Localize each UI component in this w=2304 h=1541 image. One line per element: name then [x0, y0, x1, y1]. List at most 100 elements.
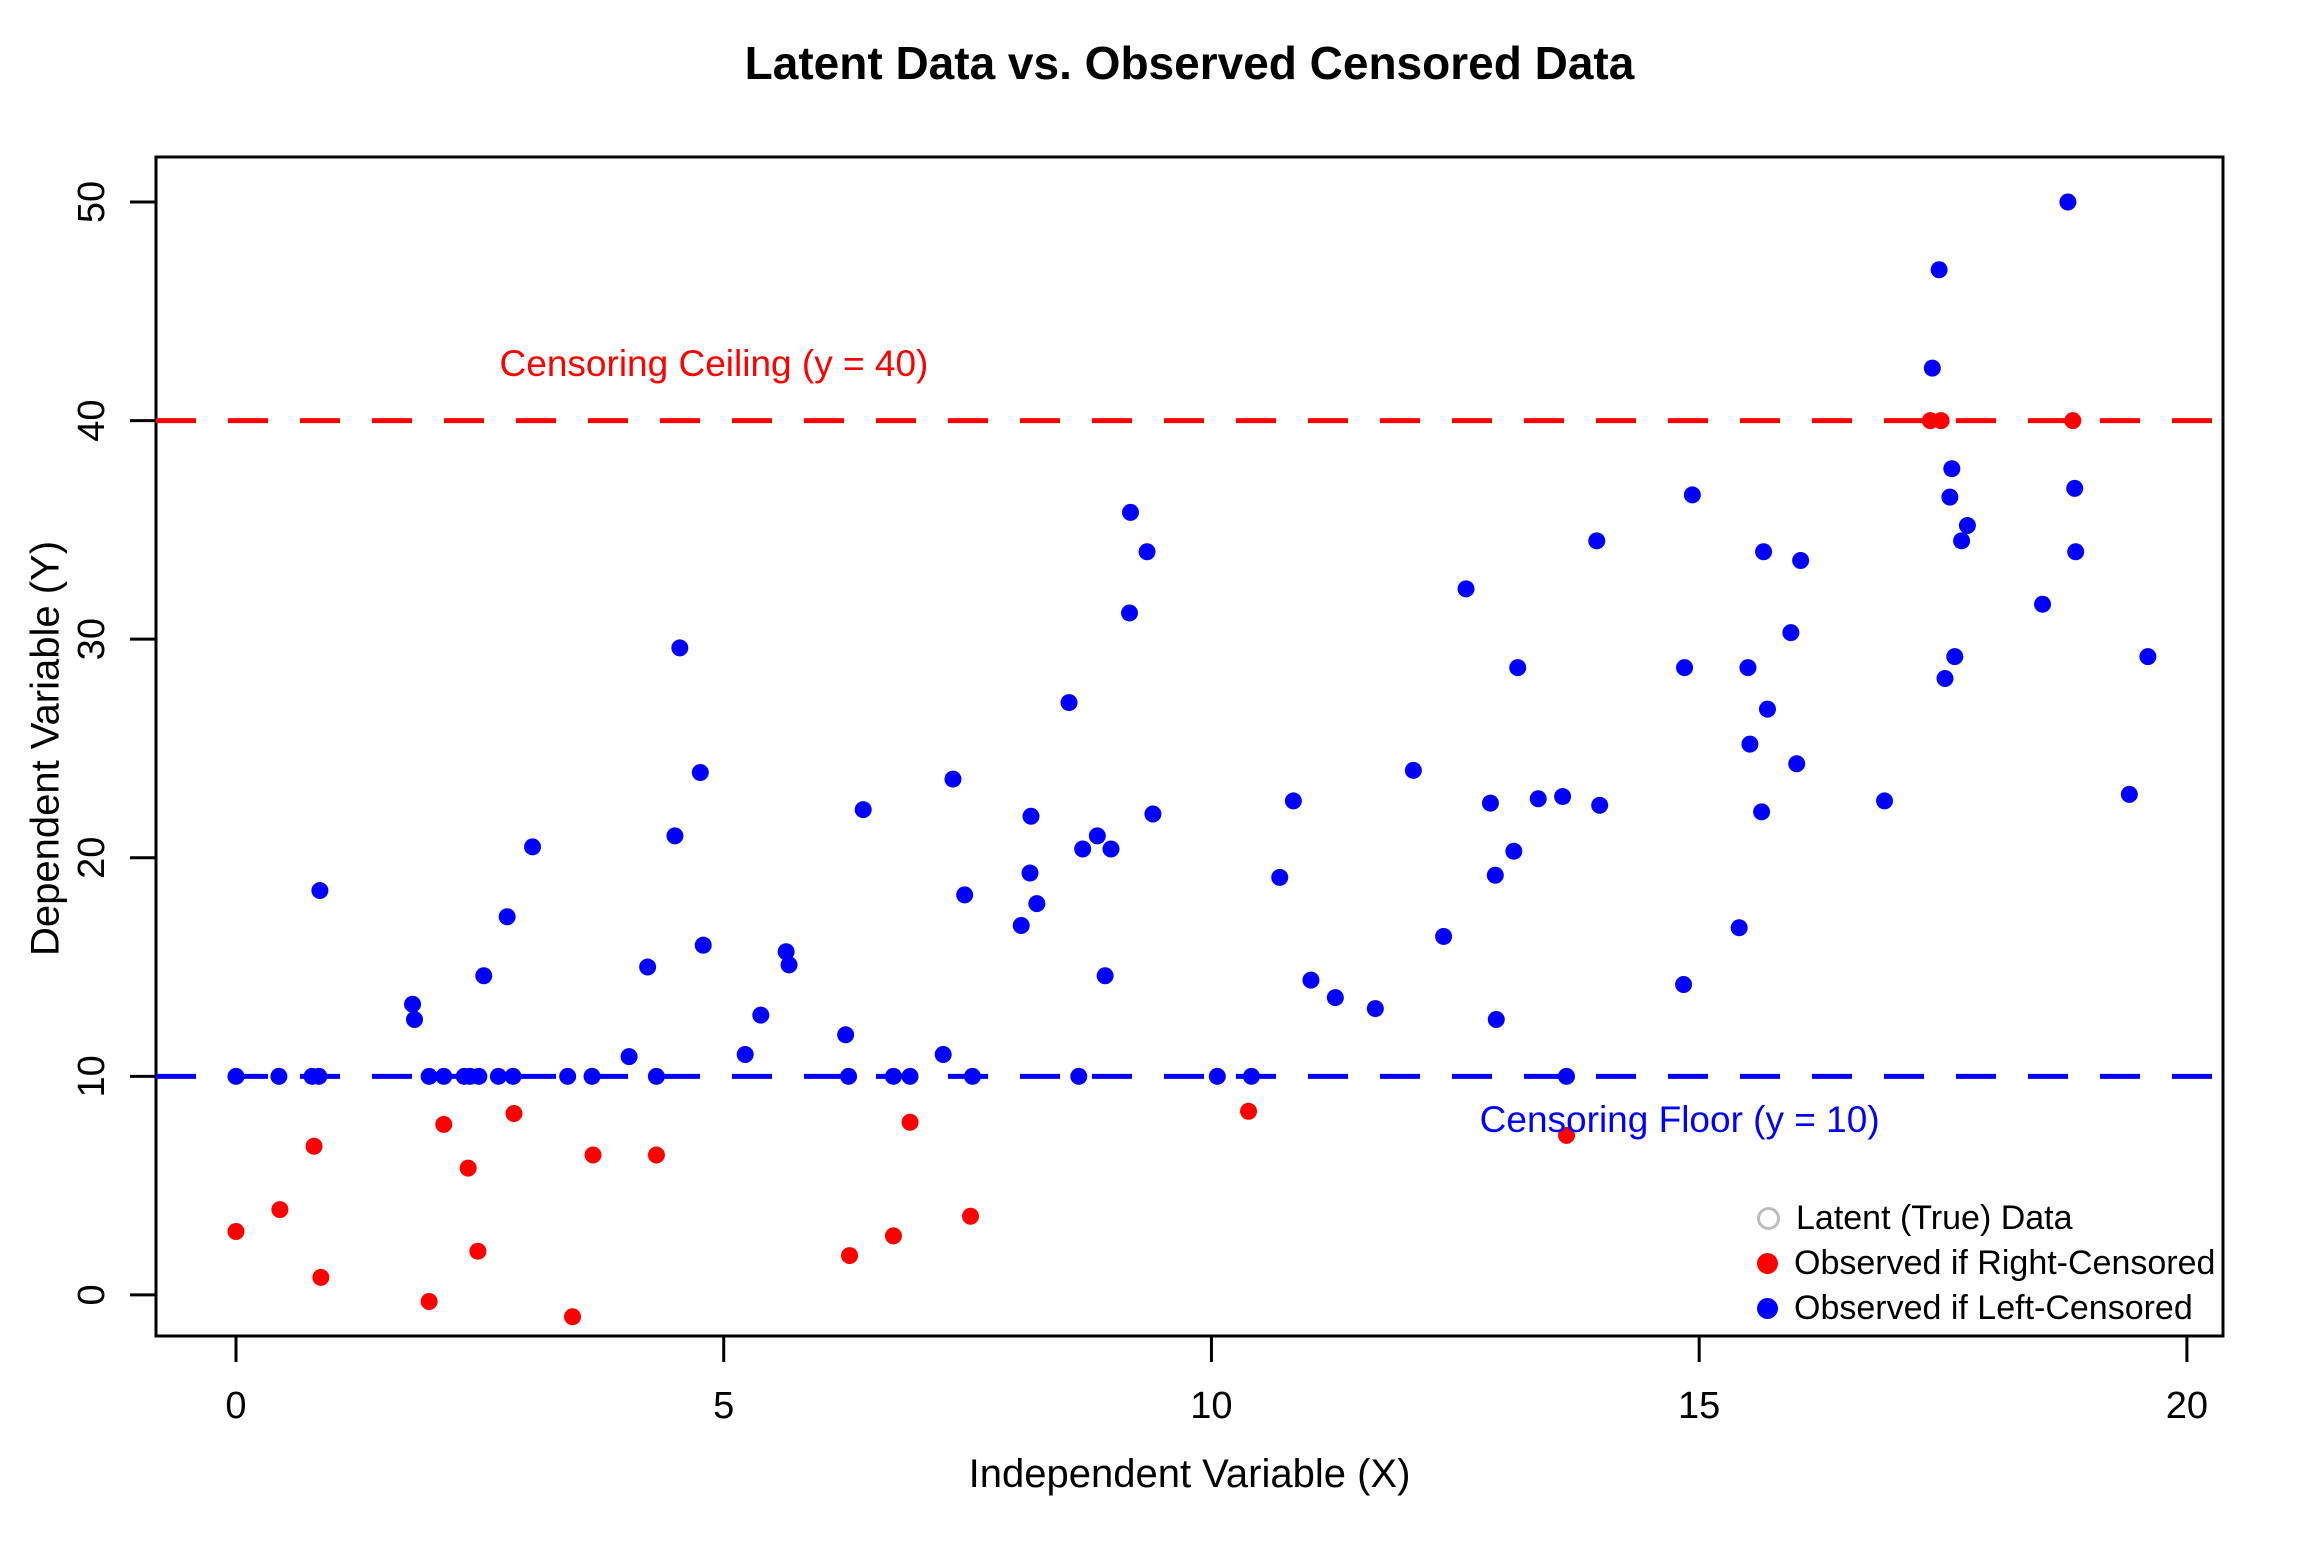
data-point-left-censored — [1435, 927, 1453, 945]
data-point-left-censored — [559, 1067, 577, 1085]
data-point-right-censored — [2064, 412, 2082, 430]
data-point-left-censored — [694, 936, 712, 954]
data-point-left-censored — [777, 943, 795, 961]
data-point-left-censored — [666, 827, 684, 845]
data-point-left-censored — [1683, 486, 1701, 504]
data-point-left-censored — [1022, 807, 1040, 825]
data-point-left-censored — [963, 1067, 981, 1085]
data-point-left-censored — [420, 1067, 438, 1085]
data-point-left-censored — [1509, 659, 1527, 677]
filled-circle-icon — [1757, 1297, 1778, 1319]
data-point-left-censored — [1096, 967, 1114, 985]
data-point-left-censored — [1021, 864, 1039, 882]
data-point-left-censored — [310, 1067, 328, 1085]
data-point-left-censored — [671, 639, 689, 657]
data-point-left-censored — [227, 1067, 245, 1085]
censoring-ceiling-label: Censoring Ceiling (y = 40) — [499, 342, 929, 384]
data-point-left-censored — [901, 1067, 919, 1085]
data-point-left-censored — [647, 1067, 665, 1085]
data-point-left-censored — [1271, 868, 1289, 886]
data-point-left-censored — [1074, 840, 1092, 858]
data-point-left-censored — [620, 1048, 638, 1066]
x-tick-label: 15 — [1678, 1385, 1720, 1427]
data-point-left-censored — [1758, 700, 1776, 718]
censoring-floor-label: Censoring Floor (y = 10) — [1479, 1099, 1880, 1141]
data-point-left-censored — [498, 908, 516, 926]
data-point-left-censored — [1457, 580, 1475, 598]
data-point-left-censored — [1366, 1000, 1384, 1018]
data-point-left-censored — [956, 886, 974, 904]
data-point-left-censored — [1284, 792, 1302, 810]
data-point-right-censored — [584, 1146, 602, 1164]
data-point-left-censored — [1481, 794, 1499, 812]
data-point-right-censored — [505, 1104, 523, 1122]
data-point-left-censored — [1941, 488, 1959, 506]
data-point-right-censored — [420, 1292, 438, 1310]
data-point-left-censored — [1788, 755, 1806, 773]
legend-item: Observed if Right-Censored — [1757, 1245, 2215, 1281]
data-point-left-censored — [524, 838, 542, 856]
data-point-left-censored — [1930, 261, 1948, 279]
y-tick-label: 10 — [71, 1055, 113, 1097]
data-point-right-censored — [841, 1247, 859, 1265]
data-point-left-censored — [1753, 803, 1771, 821]
data-point-left-censored — [1588, 532, 1606, 550]
chart-title: Latent Data vs. Observed Censored Data — [744, 37, 1635, 89]
data-point-left-censored — [405, 1011, 423, 1029]
data-point-right-censored — [435, 1115, 453, 1133]
data-point-left-censored — [1121, 604, 1139, 622]
legend-item: Latent (True) Data — [1757, 1200, 2215, 1236]
data-point-right-censored — [884, 1227, 902, 1245]
data-point-left-censored — [944, 770, 962, 788]
data-point-left-censored — [1958, 517, 1976, 535]
data-point-left-censored — [435, 1067, 453, 1085]
data-point-left-censored — [270, 1067, 288, 1085]
data-point-left-censored — [404, 995, 422, 1013]
data-point-left-censored — [1144, 805, 1162, 823]
y-axis-title: Dependent Variable (Y) — [23, 540, 68, 957]
data-point-left-censored — [1012, 917, 1030, 935]
data-point-right-censored — [647, 1146, 665, 1164]
data-point-left-censored — [1505, 842, 1523, 860]
data-point-right-censored — [271, 1201, 289, 1219]
data-point-left-censored — [1070, 1067, 1088, 1085]
data-point-left-censored — [1487, 1011, 1505, 1029]
data-point-right-censored — [1558, 1126, 1576, 1144]
data-point-right-censored — [459, 1159, 477, 1177]
data-point-left-censored — [736, 1045, 754, 1063]
data-point-left-censored — [504, 1067, 522, 1085]
open-circle-icon — [1757, 1206, 1780, 1230]
data-point-left-censored — [854, 801, 872, 819]
data-point-left-censored — [1486, 866, 1504, 884]
data-point-left-censored — [1591, 796, 1609, 814]
data-point-left-censored — [691, 764, 709, 782]
data-point-left-censored — [1121, 503, 1139, 521]
data-point-right-censored — [564, 1308, 582, 1326]
data-point-left-censored — [1326, 989, 1344, 1007]
legend: Latent (True) Data Observed if Right-Cens… — [1757, 1200, 2215, 1326]
data-point-left-censored — [1953, 532, 1971, 550]
data-point-left-censored — [2120, 785, 2138, 803]
legend-item-label: Observed if Left-Censored — [1794, 1289, 2193, 1327]
data-point-right-censored — [962, 1207, 980, 1225]
data-point-left-censored — [1208, 1067, 1226, 1085]
x-tick-label: 10 — [1190, 1385, 1232, 1427]
y-tick-label: 0 — [71, 1284, 113, 1305]
data-point-left-censored — [475, 967, 493, 985]
data-point-left-censored — [1138, 543, 1156, 561]
data-point-left-censored — [1088, 827, 1106, 845]
data-point-left-censored — [1028, 895, 1046, 913]
data-point-right-censored — [227, 1223, 245, 1241]
data-point-left-censored — [1302, 971, 1320, 989]
data-point-left-censored — [470, 1067, 488, 1085]
data-point-left-censored — [1792, 551, 1810, 569]
data-point-left-censored — [2059, 193, 2077, 211]
y-tick-label: 20 — [71, 837, 113, 879]
data-point-left-censored — [1730, 919, 1748, 937]
data-point-left-censored — [837, 1026, 855, 1044]
data-point-right-censored — [901, 1113, 919, 1131]
data-point-left-censored — [1242, 1067, 1260, 1085]
x-tick-label: 5 — [713, 1385, 734, 1427]
data-point-left-censored — [1676, 659, 1694, 677]
data-point-left-censored — [934, 1045, 952, 1063]
